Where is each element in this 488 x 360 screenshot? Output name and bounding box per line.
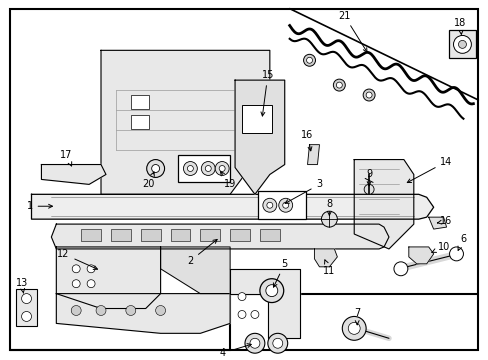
Circle shape bbox=[244, 333, 264, 353]
Circle shape bbox=[272, 338, 282, 348]
Circle shape bbox=[250, 310, 258, 319]
Text: 1: 1 bbox=[26, 201, 52, 211]
Circle shape bbox=[321, 211, 337, 227]
Circle shape bbox=[238, 293, 245, 301]
Polygon shape bbox=[428, 217, 446, 229]
Text: 13: 13 bbox=[16, 278, 28, 293]
Text: 3: 3 bbox=[285, 179, 322, 203]
Circle shape bbox=[306, 57, 312, 63]
Polygon shape bbox=[353, 159, 413, 249]
Circle shape bbox=[21, 294, 31, 303]
Circle shape bbox=[187, 166, 193, 171]
Circle shape bbox=[219, 166, 224, 171]
Circle shape bbox=[151, 165, 159, 172]
Polygon shape bbox=[160, 247, 230, 294]
Circle shape bbox=[263, 198, 276, 212]
Text: 11: 11 bbox=[323, 260, 335, 276]
Circle shape bbox=[333, 79, 345, 91]
Circle shape bbox=[266, 202, 272, 208]
Bar bbox=[447, 31, 475, 58]
Text: 10: 10 bbox=[431, 242, 449, 252]
Text: 9: 9 bbox=[366, 170, 371, 185]
Circle shape bbox=[71, 306, 81, 315]
Bar bbox=[242, 105, 271, 133]
Circle shape bbox=[215, 162, 229, 175]
Circle shape bbox=[249, 338, 259, 348]
Bar bbox=[257, 192, 305, 219]
Text: 12: 12 bbox=[57, 249, 97, 269]
Text: 6: 6 bbox=[457, 234, 466, 251]
Text: 21: 21 bbox=[337, 10, 366, 52]
Circle shape bbox=[87, 280, 95, 288]
Circle shape bbox=[21, 311, 31, 321]
Bar bbox=[16, 289, 38, 327]
Bar bbox=[131, 115, 148, 129]
Circle shape bbox=[282, 202, 288, 208]
Circle shape bbox=[155, 306, 165, 315]
Polygon shape bbox=[101, 50, 269, 194]
Bar bbox=[141, 229, 160, 241]
Circle shape bbox=[183, 162, 197, 175]
Circle shape bbox=[146, 159, 164, 177]
Polygon shape bbox=[31, 194, 433, 219]
Circle shape bbox=[278, 198, 292, 212]
Circle shape bbox=[364, 184, 373, 194]
Text: 16: 16 bbox=[437, 216, 452, 226]
Circle shape bbox=[267, 333, 287, 353]
Polygon shape bbox=[235, 80, 284, 194]
Circle shape bbox=[336, 82, 342, 88]
Text: 19: 19 bbox=[220, 172, 236, 189]
Text: 18: 18 bbox=[453, 18, 466, 34]
Polygon shape bbox=[41, 165, 106, 184]
Bar bbox=[178, 154, 230, 183]
Circle shape bbox=[366, 92, 371, 98]
Text: 8: 8 bbox=[325, 199, 332, 215]
Bar bbox=[111, 229, 131, 241]
Text: 16: 16 bbox=[301, 130, 313, 151]
Polygon shape bbox=[56, 294, 230, 333]
Text: 20: 20 bbox=[142, 172, 155, 189]
Circle shape bbox=[72, 265, 80, 273]
Circle shape bbox=[452, 35, 470, 53]
Circle shape bbox=[201, 162, 215, 175]
Bar bbox=[170, 229, 190, 241]
Text: 17: 17 bbox=[60, 150, 72, 166]
Text: 4: 4 bbox=[219, 344, 251, 358]
Text: 2: 2 bbox=[187, 239, 217, 266]
Circle shape bbox=[393, 262, 407, 276]
Circle shape bbox=[347, 323, 360, 334]
Text: 5: 5 bbox=[273, 259, 287, 287]
Circle shape bbox=[303, 54, 315, 66]
Circle shape bbox=[448, 247, 463, 261]
Circle shape bbox=[259, 279, 283, 302]
Polygon shape bbox=[230, 269, 299, 338]
Circle shape bbox=[125, 306, 136, 315]
Bar bbox=[81, 229, 101, 241]
Polygon shape bbox=[314, 249, 337, 267]
Text: 15: 15 bbox=[261, 70, 273, 116]
Circle shape bbox=[238, 310, 245, 319]
Circle shape bbox=[265, 285, 277, 297]
Circle shape bbox=[72, 280, 80, 288]
Bar bbox=[259, 229, 279, 241]
Circle shape bbox=[363, 89, 374, 101]
Circle shape bbox=[96, 306, 106, 315]
Circle shape bbox=[342, 316, 366, 340]
Bar bbox=[200, 229, 220, 241]
Circle shape bbox=[87, 265, 95, 273]
Polygon shape bbox=[408, 247, 433, 264]
Text: 14: 14 bbox=[407, 157, 452, 183]
Bar bbox=[230, 229, 249, 241]
Circle shape bbox=[458, 40, 466, 48]
Polygon shape bbox=[307, 145, 319, 165]
Polygon shape bbox=[51, 224, 388, 249]
Circle shape bbox=[205, 166, 211, 171]
Polygon shape bbox=[56, 247, 160, 309]
Bar bbox=[131, 95, 148, 109]
Text: 7: 7 bbox=[353, 309, 360, 325]
